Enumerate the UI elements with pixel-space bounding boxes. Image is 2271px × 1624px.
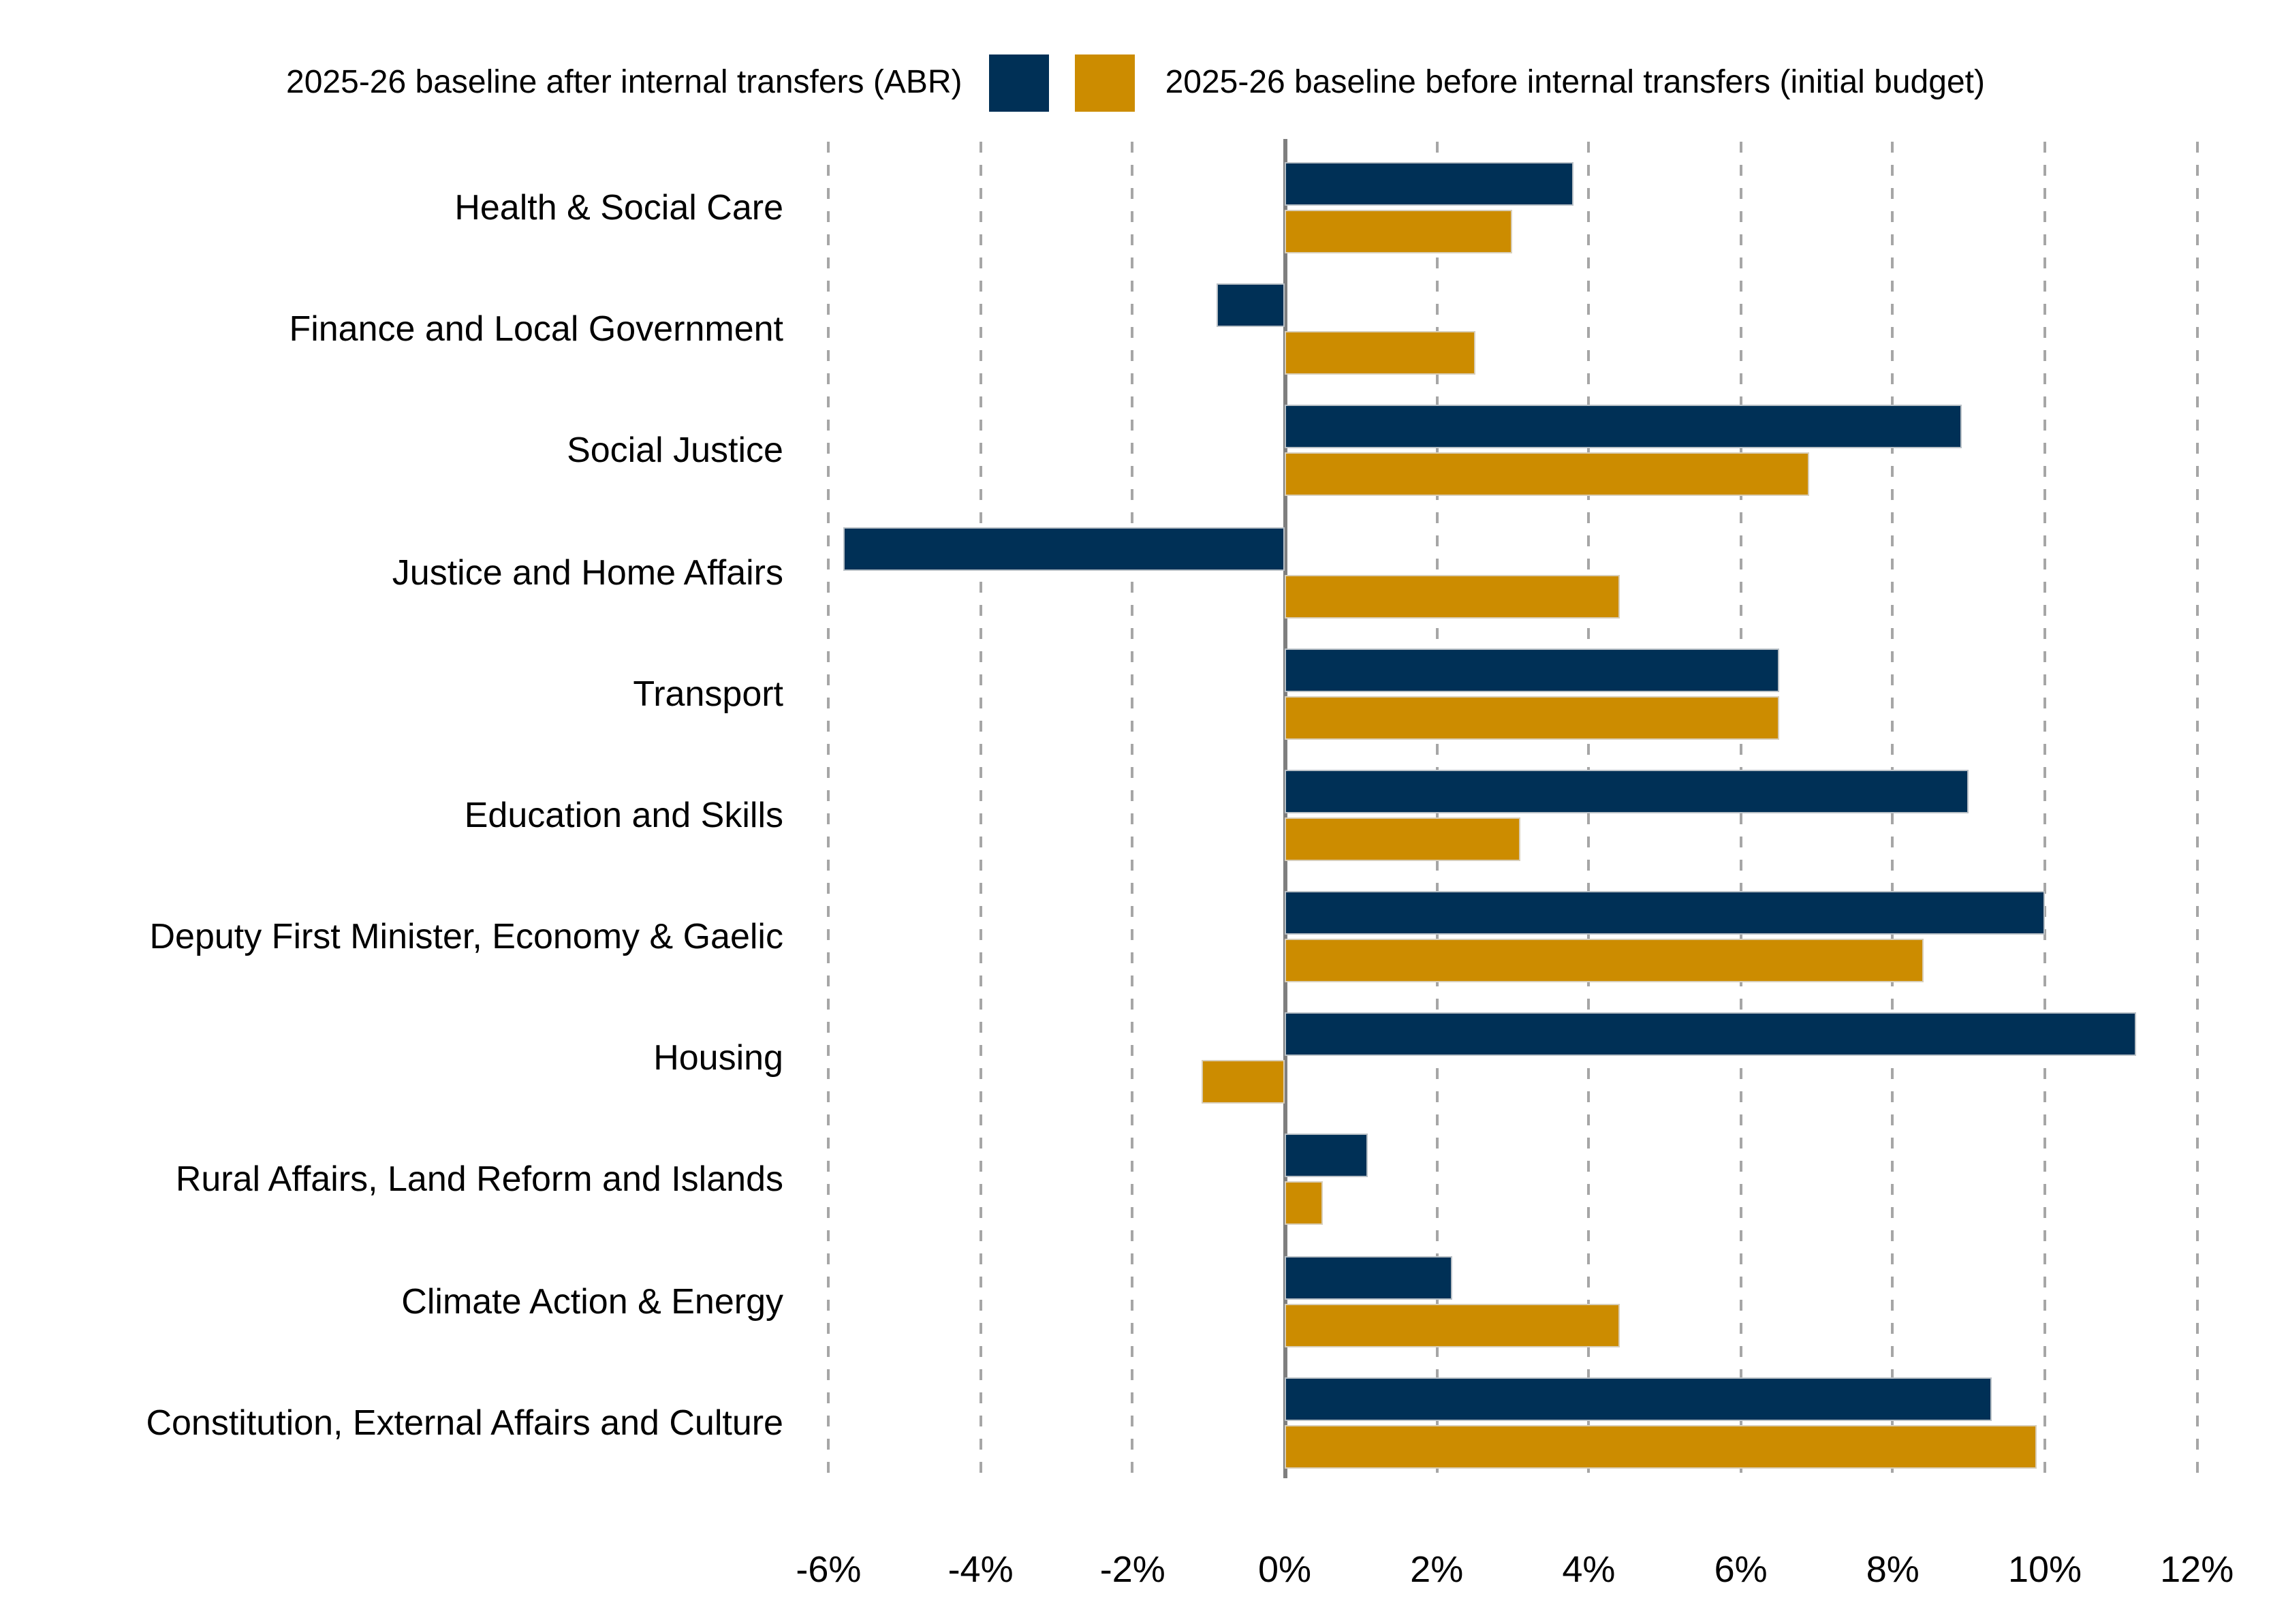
bar-initial-row-5 <box>1285 817 1520 861</box>
category-label: Education and Skills <box>464 794 783 835</box>
bar-abr-row-7 <box>1285 1012 2136 1057</box>
category-label: Social Justice <box>567 429 783 471</box>
x-tick-label: -2% <box>1099 1549 1165 1590</box>
bar-initial-row-9 <box>1285 1303 1620 1347</box>
gridline-10pct <box>2043 142 2046 1478</box>
legend-label-abr: 2025-26 baseline after internal transfer… <box>286 64 962 101</box>
x-tick-label: 4% <box>1562 1549 1616 1590</box>
gridline--6pct <box>827 142 830 1478</box>
bar-abr-row-1 <box>1216 283 1285 328</box>
category-label: Constitution, External Affairs and Cultu… <box>146 1401 783 1443</box>
category-label: Justice and Home Affairs <box>392 551 783 593</box>
bar-abr-row-4 <box>1285 648 1779 692</box>
category-label: Housing <box>653 1037 783 1078</box>
x-tick-label: 10% <box>2007 1549 2082 1590</box>
bar-abr-row-3 <box>843 527 1285 571</box>
gridline--4pct <box>979 142 982 1478</box>
bar-initial-row-7 <box>1201 1060 1285 1104</box>
bar-abr-row-9 <box>1285 1255 1452 1300</box>
category-label: Health & Social Care <box>454 187 783 228</box>
bar-abr-row-5 <box>1285 769 1969 813</box>
x-tick-label: 6% <box>1714 1549 1768 1590</box>
x-tick-label: 12% <box>2160 1549 2234 1590</box>
bar-initial-row-3 <box>1285 574 1620 619</box>
x-tick-label: 2% <box>1410 1549 1464 1590</box>
gridline--2pct <box>1131 142 1134 1478</box>
legend-swatch-initial-icon <box>1075 54 1136 112</box>
bar-initial-row-6 <box>1285 939 1924 983</box>
category-label: Finance and Local Government <box>289 308 783 349</box>
bar-abr-row-2 <box>1285 405 1962 449</box>
category-label: Rural Affairs, Land Reform and Islands <box>175 1158 783 1200</box>
bar-abr-row-8 <box>1285 1134 1368 1178</box>
bar-initial-row-10 <box>1285 1424 2037 1469</box>
chart-legend: 2025-26 baseline after internal transfer… <box>0 52 2271 114</box>
category-label: Transport <box>633 672 783 714</box>
gridline-12pct <box>2195 142 2199 1478</box>
bar-abr-row-0 <box>1285 162 1574 206</box>
legend-label-initial: 2025-26 baseline before internal transfe… <box>1165 64 1985 101</box>
bar-initial-row-4 <box>1285 696 1779 740</box>
bar-initial-row-2 <box>1285 452 1810 497</box>
bar-initial-row-8 <box>1285 1181 1323 1225</box>
x-tick-label: -6% <box>796 1549 862 1590</box>
bar-initial-row-1 <box>1285 331 1475 375</box>
x-tick-label: 8% <box>1866 1549 1920 1590</box>
bar-initial-row-0 <box>1285 210 1513 253</box>
x-tick-label: -4% <box>947 1549 1014 1590</box>
bar-abr-row-6 <box>1285 891 2045 935</box>
x-tick-label: 0% <box>1257 1549 1312 1590</box>
category-label: Climate Action & Energy <box>401 1280 783 1322</box>
legend-swatch-abr-icon <box>989 54 1050 112</box>
bar-abr-row-10 <box>1285 1377 1992 1421</box>
category-label: Deputy First Minister, Economy & Gaelic <box>149 916 783 957</box>
